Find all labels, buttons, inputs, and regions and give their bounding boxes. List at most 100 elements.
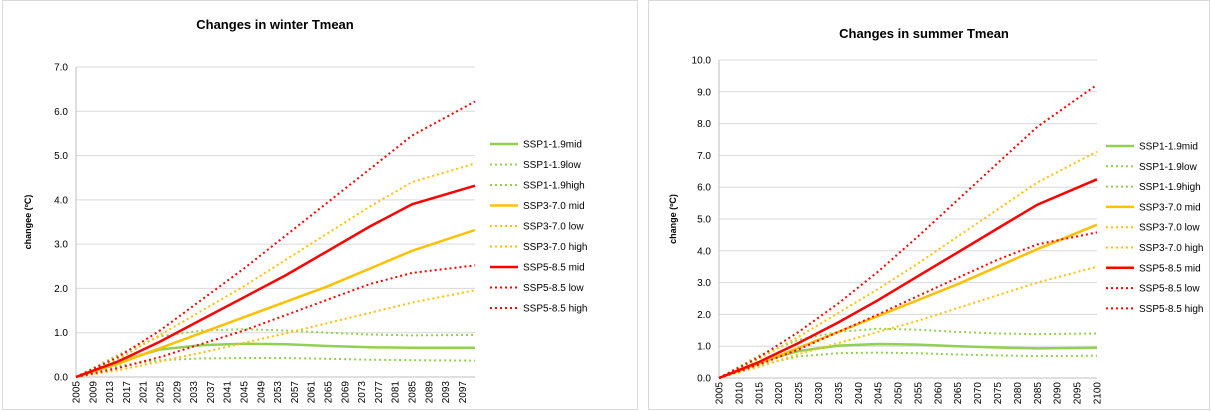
series-line-ssp3-7-0-mid bbox=[718, 223, 1098, 380]
legend-label: SSP1-1.9mid bbox=[1139, 142, 1198, 153]
x-tick-label: 2081 bbox=[391, 381, 402, 404]
x-tick-label: 2040 bbox=[854, 382, 865, 405]
legend-label: SSP1-1.9low bbox=[523, 160, 582, 171]
x-tick-label: 2013 bbox=[105, 381, 116, 404]
series-line-ssp5-8-5-mid bbox=[718, 178, 1098, 380]
legend-label: SSP1-1.9low bbox=[1139, 162, 1198, 173]
y-tick-label: 7.0 bbox=[54, 63, 68, 74]
x-tick-label: 2025 bbox=[156, 381, 167, 404]
y-tick-label: 5.0 bbox=[54, 151, 68, 162]
x-tick-label: 2069 bbox=[340, 381, 351, 404]
legend-label: SSP3-7.0 high bbox=[1139, 243, 1204, 254]
legend-label: SSP5-8.5 high bbox=[1139, 304, 1204, 315]
x-tick-label: 2049 bbox=[256, 381, 267, 404]
y-tick-label: 5.0 bbox=[697, 215, 711, 226]
legend-label: SSP5-8.5 high bbox=[523, 304, 588, 315]
x-tick-label: 2080 bbox=[1013, 382, 1024, 405]
summer-chart-panel: Changes in summer Tmean 0.0 1.0 2.0 3.0 4.0 5.… bbox=[648, 0, 1210, 410]
y-tick-label: 0.0 bbox=[697, 374, 711, 385]
x-tick-label: 2061 bbox=[307, 381, 318, 404]
y-tick-label: 4.0 bbox=[54, 195, 68, 206]
y-tick-label: 3.0 bbox=[54, 240, 68, 251]
legend-label: SSP1-1.9high bbox=[523, 181, 585, 192]
legend-label: SSP3-7.0 mid bbox=[1139, 202, 1201, 213]
x-tick-label: 2085 bbox=[1033, 382, 1044, 405]
series-line-ssp3-7-0-mid bbox=[75, 228, 476, 379]
summer-chart: Changes in summer Tmean 0.0 1.0 2.0 3.0 4.0 5.… bbox=[668, 26, 1204, 405]
x-tick-label: 2025 bbox=[794, 382, 805, 405]
x-tick-label: 2077 bbox=[374, 381, 385, 404]
y-tick-label: 10.0 bbox=[692, 56, 712, 67]
series-line-ssp5-8-5-mid bbox=[75, 184, 476, 379]
legend-label: SSP1-1.9high bbox=[1139, 182, 1201, 193]
winter-chart-panel: Changes in winter Tmean 0.0 1.0 2.0 3.0 4.0 5.… bbox=[2, 0, 638, 410]
series-line-ssp1-1-9mid bbox=[718, 342, 1098, 380]
x-tick-label: 2029 bbox=[172, 381, 183, 404]
x-tick-label: 2017 bbox=[122, 381, 133, 404]
legend-label: SSP3-7.0 low bbox=[523, 222, 584, 233]
x-tick-label: 2070 bbox=[973, 382, 984, 405]
x-tick-label: 2015 bbox=[754, 382, 765, 405]
winter-chart: Changes in winter Tmean 0.0 1.0 2.0 3.0 4.0 5.… bbox=[23, 17, 588, 404]
x-tick-label: 2041 bbox=[223, 381, 234, 404]
x-tick-label: 2085 bbox=[408, 381, 419, 404]
x-tick-label: 2090 bbox=[1053, 382, 1064, 405]
x-tick-label: 2010 bbox=[734, 382, 745, 405]
x-tick-label: 2065 bbox=[324, 381, 335, 404]
x-tick-label: 2005 bbox=[72, 381, 83, 404]
x-tick-label: 2089 bbox=[424, 381, 435, 404]
legend-label: SSP5-8.5 low bbox=[523, 283, 584, 294]
x-tick-label: 2030 bbox=[814, 382, 825, 405]
series-line-ssp3-7-0-low bbox=[718, 265, 1098, 379]
series-line-ssp1-1-9low bbox=[718, 351, 1098, 379]
x-tick-label: 2055 bbox=[913, 382, 924, 405]
x-tick-label: 2060 bbox=[933, 382, 944, 405]
series-line-ssp3-7-0-high bbox=[75, 162, 476, 378]
x-tick-label: 2009 bbox=[88, 381, 99, 404]
y-tick-label: 7.0 bbox=[697, 151, 711, 162]
legend-label: SSP3-7.0 mid bbox=[523, 201, 585, 212]
x-tick-label: 2035 bbox=[834, 382, 845, 405]
x-tick-label: 2005 bbox=[715, 382, 726, 405]
x-tick-label: 2073 bbox=[357, 381, 368, 404]
chart-title: Changes in summer Tmean bbox=[839, 26, 1009, 41]
y-tick-label: 2.0 bbox=[54, 284, 68, 295]
legend-label: SSP1-1.9mid bbox=[523, 140, 582, 151]
y-tick-label: 6.0 bbox=[697, 183, 711, 194]
x-tick-label: 2037 bbox=[206, 381, 217, 404]
x-tick-label: 2057 bbox=[290, 381, 301, 404]
series-line-ssp5-8-5-low bbox=[75, 264, 476, 378]
x-tick-label: 2045 bbox=[874, 382, 885, 405]
y-tick-label: 0.0 bbox=[54, 373, 68, 384]
x-tick-label: 2075 bbox=[993, 382, 1004, 405]
chart-title: Changes in winter Tmean bbox=[196, 17, 354, 32]
x-tick-label: 2053 bbox=[273, 381, 284, 404]
x-tick-label: 2097 bbox=[458, 381, 469, 404]
legend-label: SSP3-7.0 high bbox=[523, 242, 588, 253]
x-tick-label: 2095 bbox=[1073, 382, 1084, 405]
y-tick-label: 6.0 bbox=[54, 107, 68, 118]
x-tick-label: 2033 bbox=[189, 381, 200, 404]
series-line-ssp5-8-5-high bbox=[718, 83, 1098, 379]
x-tick-label: 2100 bbox=[1093, 382, 1104, 405]
series-line-ssp1-1-9low bbox=[75, 357, 476, 378]
x-tick-label: 2093 bbox=[441, 381, 452, 404]
y-tick-label: 2.0 bbox=[697, 310, 711, 321]
y-tick-label: 9.0 bbox=[697, 87, 711, 98]
series-line-ssp5-8-5-high bbox=[75, 100, 476, 378]
x-tick-label: 2045 bbox=[240, 381, 251, 404]
legend-label: SSP5-8.5 mid bbox=[523, 263, 585, 274]
series-line-ssp3-7-0-high bbox=[718, 150, 1098, 379]
legend-label: SSP3-7.0 low bbox=[1139, 223, 1200, 234]
x-tick-label: 2065 bbox=[953, 382, 964, 405]
y-axis-label: changee (ºC) bbox=[23, 195, 33, 250]
y-tick-label: 8.0 bbox=[697, 119, 711, 130]
y-tick-label: 1.0 bbox=[697, 342, 711, 353]
x-tick-label: 2021 bbox=[139, 381, 150, 404]
y-tick-label: 4.0 bbox=[697, 246, 711, 257]
legend-label: SSP5-8.5 low bbox=[1139, 284, 1200, 295]
y-tick-label: 3.0 bbox=[697, 278, 711, 289]
series-line-ssp1-1-9high bbox=[75, 328, 476, 378]
legend-label: SSP5-8.5 mid bbox=[1139, 263, 1201, 274]
x-tick-label: 2050 bbox=[894, 382, 905, 405]
